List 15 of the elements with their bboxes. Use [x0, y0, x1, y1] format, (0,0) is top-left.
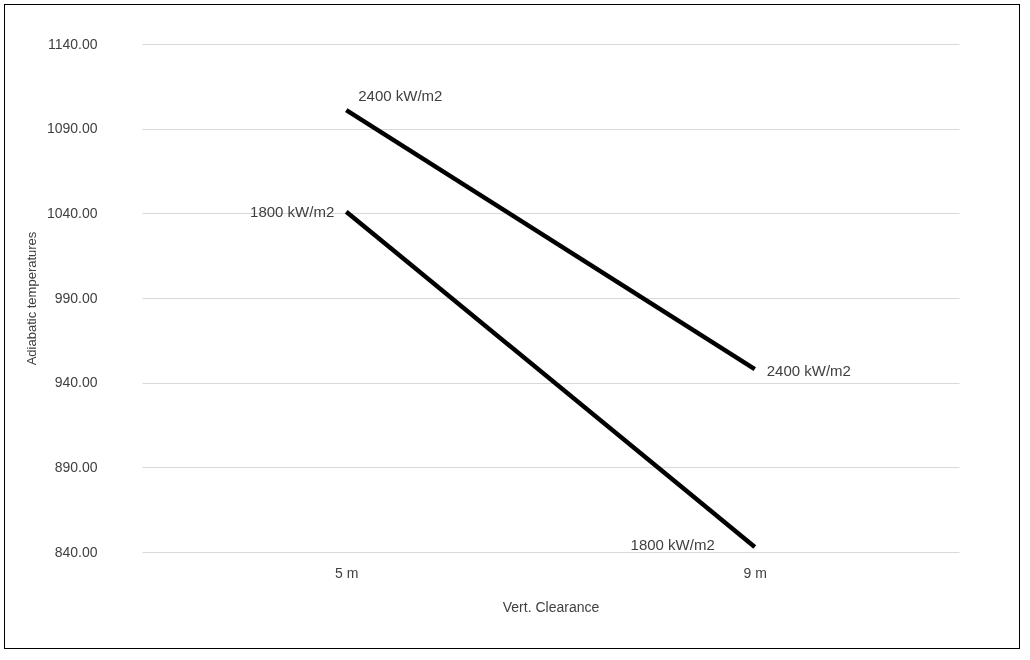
x-tick-label: 5 m [335, 564, 359, 581]
y-tick-label: 940.00 [54, 374, 98, 391]
y-tick-label: 990.00 [54, 289, 98, 306]
y-tick-label: 1040.00 [46, 204, 98, 221]
y-tick-label: 1090.00 [46, 120, 98, 137]
y-tick-label: 890.00 [54, 458, 98, 475]
y-tick-label: 1140.00 [47, 35, 98, 52]
x-tick-label: 9 m [743, 564, 767, 581]
x-axis-title: Vert. Clearance [502, 598, 600, 615]
series-label: 2400 kW/m2 [358, 87, 443, 105]
y-tick-label: 840.00 [54, 543, 98, 560]
y-axis-title: Adiabatic temperatures [23, 231, 39, 366]
series-label: 1800 kW/m2 [250, 202, 335, 220]
text: 1800 kW/m2 [630, 535, 715, 553]
text: 2400 kW/m2 [766, 362, 851, 380]
